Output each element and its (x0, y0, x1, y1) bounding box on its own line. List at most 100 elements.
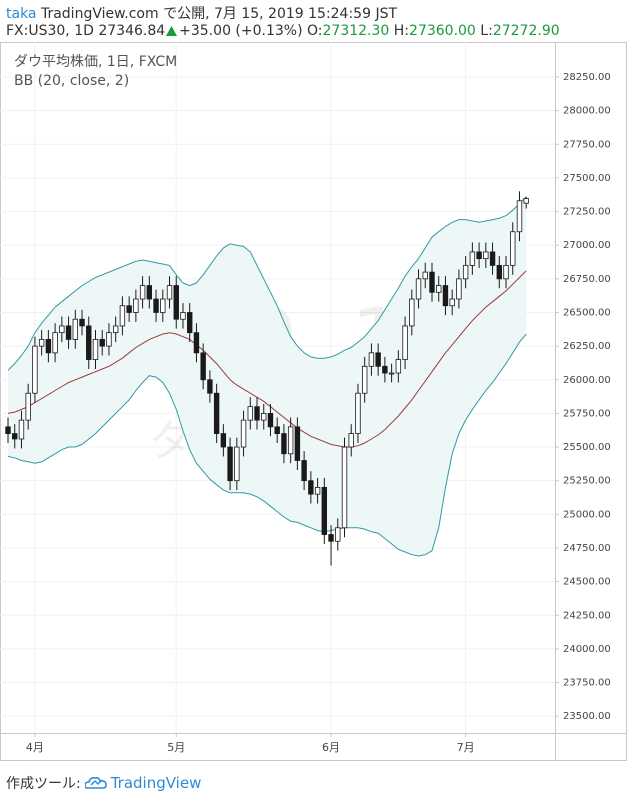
band-line (7, 270, 527, 448)
candle-body (294, 426, 301, 461)
candle-body (462, 264, 469, 280)
candle-body (503, 264, 509, 280)
candle-body (173, 285, 179, 320)
last-price: 27346.84 (98, 23, 166, 39)
candle-body (301, 460, 307, 482)
candle-body (449, 298, 455, 307)
candle-body (395, 359, 402, 374)
candle-body (456, 278, 462, 300)
y-tick-label: 24750.00 (563, 543, 611, 554)
candle-body (274, 426, 280, 434)
candle-body (489, 251, 496, 266)
ohlc-open-label: O: (307, 23, 323, 39)
candle-body (328, 534, 334, 542)
candle-body (45, 338, 52, 354)
candle-body (415, 278, 422, 300)
y-tick-label: 27500.00 (563, 173, 611, 184)
candle-body (314, 487, 321, 495)
legend-symbol: ダウ平均株価, 1日, FXCM (14, 54, 177, 70)
candle-body (160, 298, 166, 313)
candle-body (382, 365, 388, 374)
header-line: taka TradingView.com で公開, 7月 15, 2019 15… (6, 5, 397, 23)
candle-body (483, 251, 489, 260)
candle-body (429, 271, 435, 293)
candle-body (119, 305, 126, 327)
candle-body (287, 426, 294, 455)
candle-body (187, 312, 193, 334)
candle-body (213, 392, 220, 434)
candle-body (321, 487, 328, 535)
candle-body (510, 231, 516, 266)
candle-body (436, 285, 442, 293)
candle-body (348, 433, 354, 448)
candle-body (52, 332, 58, 354)
candle-body (126, 305, 132, 313)
candle-body (281, 433, 287, 455)
candle-body (402, 325, 408, 360)
legend-indicator: BB (20, close, 2) (14, 73, 129, 89)
candle-body (139, 285, 146, 300)
candle-body (92, 338, 99, 360)
y-tick-label: 27000.00 (563, 240, 611, 251)
x-tick-label: 5月 (167, 741, 185, 754)
candle-body (5, 426, 11, 434)
y-tick-label: 23500.00 (563, 711, 611, 722)
published: TradingView.com で公開, 7月 15, 2019 15:24:5… (40, 6, 398, 22)
candle-body (388, 372, 395, 375)
candle-body (133, 298, 139, 313)
candle-body (361, 365, 368, 394)
candle-body (516, 200, 523, 233)
y-tick-label: 26500.00 (563, 307, 611, 318)
candle-body (18, 419, 25, 440)
candle-body (227, 446, 233, 482)
author[interactable]: taka (6, 6, 37, 22)
ohlc-high-label: H: (393, 23, 410, 39)
candle-body (12, 433, 18, 440)
candle-body (234, 446, 240, 482)
candle-body (254, 406, 260, 421)
band-line (7, 333, 527, 557)
footer: 作成ツール: TradingView (6, 773, 201, 793)
band-line (7, 196, 527, 371)
y-tick-label: 28000.00 (563, 106, 611, 117)
axis-layer: 23500.00 23750.00 24000.00 24250.00 24500.00… (0, 42, 627, 760)
candle-body (409, 298, 415, 327)
y-tick-label: 25250.00 (563, 476, 611, 487)
brand-name[interactable]: TradingView (110, 774, 202, 792)
candle-body (368, 352, 375, 367)
symbol: FX:US30, 1D (6, 23, 94, 39)
up-arrow-icon (166, 26, 178, 36)
candle-body (469, 251, 476, 266)
candle-body (496, 264, 502, 280)
x-tick-label: 6月 (322, 741, 340, 754)
y-tick-label: 26250.00 (563, 341, 611, 352)
candle-body (180, 312, 186, 320)
candle-body (335, 527, 341, 542)
candle-body (355, 392, 361, 434)
candle-body (86, 325, 92, 360)
band-layer (7, 196, 527, 557)
made-with: 作成ツール: (6, 776, 81, 792)
y-tick-label: 23750.00 (563, 678, 611, 689)
candle-body (72, 318, 78, 340)
candle-body (32, 345, 38, 394)
candle-body (153, 298, 159, 313)
candle-body (99, 338, 105, 347)
band-fill (8, 196, 527, 557)
x-tick-label: 4月 (26, 741, 44, 754)
change: +35.00 (+0.13%) (179, 23, 303, 39)
brand-logo (84, 777, 107, 789)
candle-body (476, 251, 482, 260)
y-tick-label: 25500.00 (563, 442, 611, 453)
ohlc-high: 27360.00 (409, 23, 476, 39)
y-tick-label: 25000.00 (563, 509, 611, 520)
candle-body (200, 352, 206, 381)
y-tick-label: 26000.00 (563, 375, 611, 386)
y-tick-label: 28250.00 (563, 72, 611, 83)
y-tick-label: 24000.00 (563, 644, 611, 655)
candle-body (442, 285, 449, 307)
y-tick-label: 25750.00 (563, 408, 611, 419)
